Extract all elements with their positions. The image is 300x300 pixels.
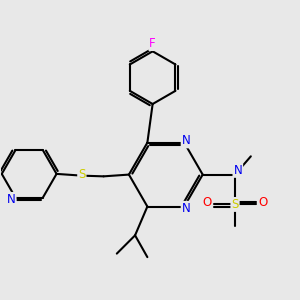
Text: O: O (202, 196, 212, 209)
Text: N: N (7, 193, 16, 206)
Text: O: O (259, 196, 268, 209)
Text: N: N (182, 202, 190, 215)
Text: S: S (231, 198, 239, 211)
Text: S: S (78, 168, 85, 182)
Text: N: N (182, 134, 190, 147)
Text: F: F (149, 37, 156, 50)
Text: N: N (233, 164, 242, 177)
